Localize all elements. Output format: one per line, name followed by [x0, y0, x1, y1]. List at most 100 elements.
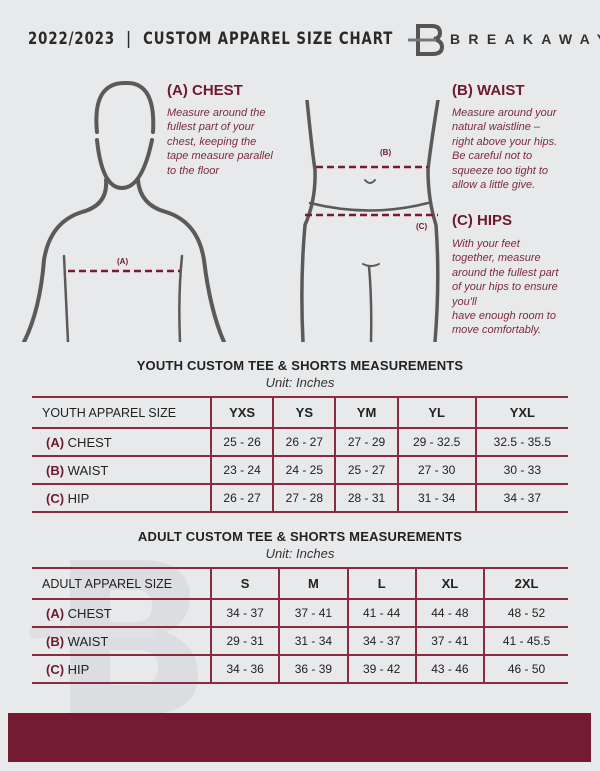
measurement-value: 25 - 27 [334, 455, 398, 485]
waist-text-line: squeeze too tight to [452, 164, 549, 177]
chest-text-line: tape measure parallel [167, 150, 273, 163]
page-title: 2022/2023 | CUSTOM APPAREL SIZE CHART [28, 29, 394, 49]
measurement-value: 34 - 37 [474, 483, 568, 513]
table-row: (C) HIP 34 - 36 36 - 39 39 - 42 43 - 46 46 - … [32, 654, 568, 684]
chest-text-line: to the floor [167, 164, 219, 177]
waist-text-line: right above your hips. [452, 135, 558, 148]
measurement-name: CHEST [67, 605, 112, 621]
size-header: XL [414, 567, 485, 600]
table-row: (A) CHEST 25 - 26 26 - 27 27 - 29 29 - 32.5 3… [32, 427, 568, 457]
measurement-name: HIP [67, 490, 90, 506]
header-row: ADULT APPAREL SIZE S M L XL 2XL [32, 567, 568, 600]
measurement-letter: (C) [46, 490, 65, 506]
measurement-value: 43 - 46 [414, 654, 485, 684]
waist-description: Measure around your natural waistline – … [452, 106, 557, 192]
hips-text-line: you'll [452, 295, 477, 308]
measurement-value: 31 - 34 [278, 626, 348, 656]
measurement-value: 44 - 48 [414, 598, 485, 628]
measurement-value: 36 - 39 [278, 654, 348, 684]
measurement-value: 41 - 44 [346, 598, 416, 628]
measurement-value: 28 - 31 [334, 483, 398, 513]
size-header: YXS [209, 396, 274, 429]
hips-heading: (C) HIPS [452, 212, 512, 229]
measurement-name: HIP [67, 661, 90, 677]
size-header: YL [396, 396, 476, 429]
measurement-name: WAIST [67, 462, 109, 478]
measurement-value: 41 - 45.5 [483, 626, 568, 656]
youth-unit-label: Unit: Inches [265, 375, 335, 390]
measurement-value: 23 - 24 [209, 455, 274, 485]
size-label: ADULT APPAREL SIZE [32, 567, 211, 600]
brand-name: BREAKAWAY [450, 31, 600, 47]
measurement-value: 32.5 - 35.5 [474, 427, 568, 457]
measurement-value: 34 - 37 [209, 598, 280, 628]
table-row: (B) WAIST 23 - 24 24 - 25 25 - 27 27 - 30 30 … [32, 455, 568, 485]
measurement-label: (A) CHEST [32, 427, 211, 457]
waist-marker-label: (B) [380, 148, 392, 157]
measurement-value: 31 - 34 [396, 483, 476, 513]
measurement-label: (C) HIP [32, 483, 211, 513]
measurement-value: 27 - 30 [396, 455, 476, 485]
measurement-label: (B) WAIST [32, 626, 211, 656]
size-header: L [346, 567, 416, 600]
size-label: YOUTH APPAREL SIZE [32, 396, 211, 429]
measurement-name: CHEST [67, 434, 112, 450]
measurement-letter: (B) [46, 462, 65, 478]
adult-table-title: ADULT CUSTOM TEE & SHORTS MEASUREMENTS [137, 529, 463, 544]
size-header: 2XL [483, 567, 568, 600]
size-header: M [278, 567, 348, 600]
footer-band [8, 713, 591, 762]
measurement-value: 27 - 28 [272, 483, 336, 513]
hips-marker-label: (C) [416, 222, 428, 231]
measurement-value: 48 - 52 [483, 598, 568, 628]
chest-marker-label: (A) [117, 257, 129, 266]
measurement-name: WAIST [67, 633, 109, 649]
hips-text-line: move comfortably. [452, 324, 542, 337]
youth-table-title: YOUTH CUSTOM TEE & SHORTS MEASUREMENTS [136, 358, 464, 373]
hips-description: With your feet together, measure around … [452, 237, 558, 338]
chest-heading: (A) CHEST [167, 82, 243, 99]
measurement-value: 25 - 26 [209, 427, 274, 457]
measurement-label: (A) CHEST [32, 598, 211, 628]
hips-text-line: With your feet [452, 238, 520, 250]
table-row: (B) WAIST 29 - 31 31 - 34 34 - 37 37 - 41 41 … [32, 626, 568, 656]
measurement-value: 29 - 32.5 [396, 427, 476, 457]
measurement-label: (B) WAIST [32, 455, 211, 485]
waist-text-line: natural waistline – [452, 121, 541, 134]
measurement-value: 34 - 37 [346, 626, 416, 656]
size-header: S [209, 567, 280, 600]
waist-text-line: Be careful not to [452, 150, 533, 163]
chest-text-line: fullest part of your [167, 121, 255, 134]
hips-text-line: of your hips to ensure [452, 281, 558, 294]
measurement-value: 37 - 41 [414, 626, 485, 656]
table-row: (C) HIP 26 - 27 27 - 28 28 - 31 31 - 34 34 - … [32, 483, 568, 513]
chest-text-line: chest, keeping the [167, 135, 257, 148]
measurement-value: 34 - 36 [209, 654, 280, 684]
waist-text-line: allow a little give. [452, 179, 536, 192]
measurement-value: 26 - 27 [209, 483, 274, 513]
chest-text-line: Measure around the [167, 107, 266, 119]
adult-size-table: ADULT APPAREL SIZE S M L XL 2XL (A) CHEST 34 - … [32, 567, 568, 684]
measurement-value: 29 - 31 [209, 626, 280, 656]
measurement-letter: (B) [46, 633, 65, 649]
measurement-letter: (A) [46, 434, 65, 450]
measurement-label: (C) HIP [32, 654, 211, 684]
hips-text-line: have enough room to [452, 310, 556, 323]
adult-unit-label: Unit: Inches [265, 546, 335, 561]
size-header: YXL [474, 396, 568, 429]
breakaway-logo-icon [408, 24, 445, 56]
measurement-letter: (C) [46, 661, 65, 677]
size-header: YM [334, 396, 398, 429]
waist-text-line: Measure around your [452, 107, 557, 119]
waist-heading: (B) WAIST [452, 82, 525, 99]
measurement-letter: (A) [46, 605, 65, 621]
lower-body-figure [300, 100, 440, 342]
chest-description: Measure around the fullest part of your … [167, 106, 273, 178]
measurement-value: 39 - 42 [346, 654, 416, 684]
measurement-value: 37 - 41 [278, 598, 348, 628]
hips-text-line: together, measure [452, 252, 541, 265]
size-header: YS [272, 396, 336, 429]
measurement-value: 26 - 27 [272, 427, 336, 457]
measurement-value: 30 - 33 [474, 455, 568, 485]
measurement-value: 46 - 50 [483, 654, 568, 684]
